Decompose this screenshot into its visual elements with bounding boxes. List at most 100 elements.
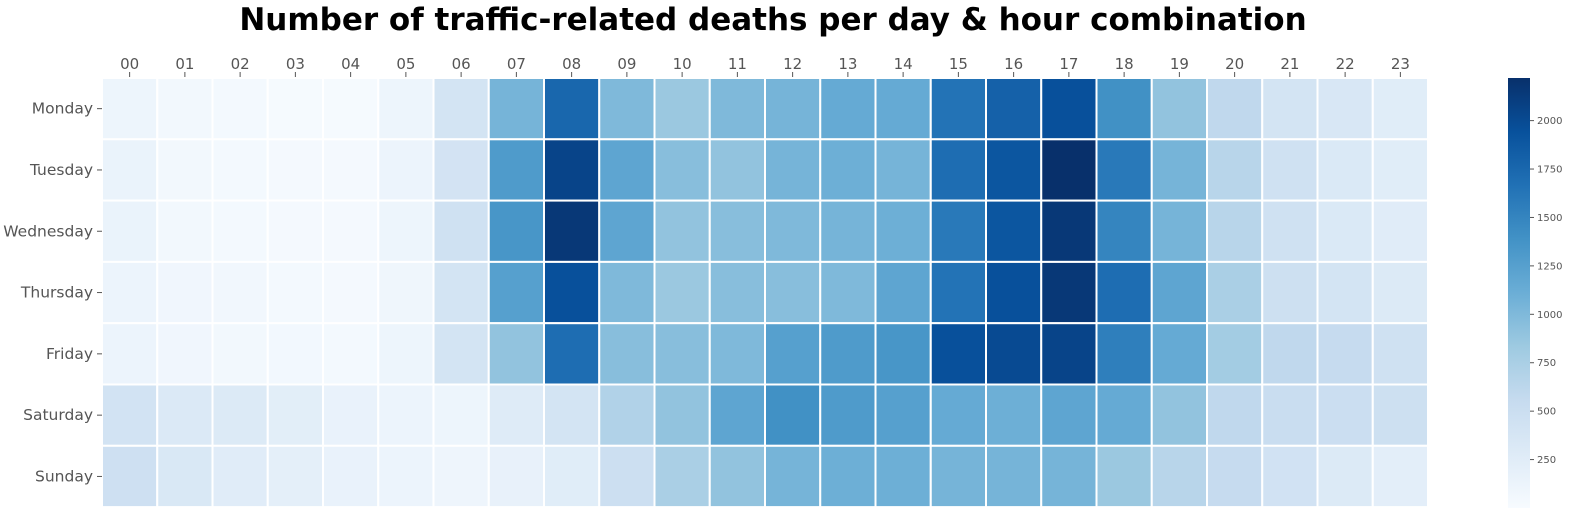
heatmap-cell-thursday-22 — [1316, 260, 1374, 325]
y-tick-label-wednesday: Wednesday — [3, 222, 93, 240]
heatmap-cell-tuesday-02 — [211, 138, 269, 202]
heatmap-cell-monday-07 — [487, 77, 545, 141]
colorbar-tick-label-2000: 2000 — [1537, 116, 1562, 127]
heatmap-cell-tuesday-19 — [1150, 138, 1208, 202]
x-tick-label-05: 05 — [396, 55, 415, 73]
heatmap-cell-tuesday-14 — [874, 138, 932, 202]
heatmap-cell-sunday-08 — [543, 444, 601, 509]
heatmap-cell-saturday-13 — [819, 383, 877, 447]
heatmap-cell-wednesday-21 — [1261, 199, 1319, 263]
heatmap-cell-friday-08 — [543, 322, 601, 386]
x-tick-label-02: 02 — [231, 55, 250, 73]
heatmap-cell-friday-03 — [266, 322, 324, 386]
heatmap-cell-monday-02 — [211, 77, 269, 141]
heatmap-cell-thursday-00 — [101, 260, 159, 325]
heatmap-cell-sunday-04 — [322, 444, 380, 509]
heatmap-cell-thursday-17 — [1040, 260, 1098, 325]
x-tick-label-19: 19 — [1170, 55, 1189, 73]
heatmap-cell-wednesday-10 — [653, 199, 711, 263]
heatmap-cell-friday-04 — [322, 322, 380, 386]
x-tick-label-10: 10 — [673, 55, 692, 73]
heatmap-cell-sunday-20 — [1206, 444, 1264, 509]
heatmap-cell-monday-20 — [1206, 77, 1264, 141]
heatmap-cell-tuesday-21 — [1261, 138, 1319, 202]
heatmap-cell-saturday-10 — [653, 383, 711, 447]
heatmap-cell-friday-17 — [1040, 322, 1098, 386]
heatmap-cell-saturday-15 — [929, 383, 987, 447]
heatmap-cell-monday-23 — [1371, 77, 1429, 141]
heatmap-cell-saturday-05 — [377, 383, 435, 447]
heatmap-cell-sunday-05 — [377, 444, 435, 509]
heatmap-cell-sunday-10 — [653, 444, 711, 509]
heatmap-cell-tuesday-12 — [764, 138, 822, 202]
heatmap-cell-wednesday-12 — [764, 199, 822, 263]
colorbar-tick-label-1250: 1250 — [1537, 261, 1562, 272]
heatmap-cell-friday-10 — [653, 322, 711, 386]
heatmap-cell-friday-16 — [985, 322, 1043, 386]
heatmap-cell-sunday-23 — [1371, 444, 1429, 509]
heatmap-cell-sunday-14 — [874, 444, 932, 509]
heatmap-cell-wednesday-07 — [487, 199, 545, 263]
heatmap-cell-monday-04 — [322, 77, 380, 141]
heatmap-cell-monday-12 — [764, 77, 822, 141]
heatmap-cell-thursday-19 — [1150, 260, 1208, 325]
heatmap-cell-sunday-19 — [1150, 444, 1208, 509]
heatmap-cell-saturday-20 — [1206, 383, 1264, 447]
heatmap-cell-saturday-21 — [1261, 383, 1319, 447]
heatmap-cell-thursday-16 — [985, 260, 1043, 325]
heatmap-cell-monday-01 — [156, 77, 214, 141]
heatmap-cell-sunday-12 — [764, 444, 822, 509]
heatmap-cell-friday-02 — [211, 322, 269, 386]
heatmap-cell-monday-15 — [929, 77, 987, 141]
heatmap-cell-saturday-04 — [322, 383, 380, 447]
heatmap-cell-tuesday-23 — [1371, 138, 1429, 202]
heatmap-cell-saturday-23 — [1371, 383, 1429, 447]
heatmap-cell-sunday-11 — [708, 444, 766, 509]
colorbar-tick-label-1750: 1750 — [1537, 165, 1562, 176]
x-tick-label-04: 04 — [341, 55, 360, 73]
heatmap-cell-sunday-15 — [929, 444, 987, 509]
colorbar-tick-label-500: 500 — [1537, 407, 1556, 418]
heatmap-cell-sunday-02 — [211, 444, 269, 509]
heatmap-cell-wednesday-17 — [1040, 199, 1098, 263]
heatmap-cell-saturday-16 — [985, 383, 1043, 447]
heatmap-cell-friday-12 — [764, 322, 822, 386]
heatmap-cell-saturday-12 — [764, 383, 822, 447]
x-tick-label-23: 23 — [1391, 55, 1410, 73]
x-tick-label-16: 16 — [1004, 55, 1023, 73]
heatmap-cell-tuesday-09 — [598, 138, 656, 202]
heatmap-cell-wednesday-02 — [211, 199, 269, 263]
heatmap-cell-thursday-20 — [1206, 260, 1264, 325]
y-tick-label-monday: Monday — [32, 100, 93, 118]
heatmap-cell-sunday-01 — [156, 444, 214, 509]
heatmap-cell-saturday-19 — [1150, 383, 1208, 447]
x-tick-label-13: 13 — [838, 55, 857, 73]
heatmap-cell-monday-05 — [377, 77, 435, 141]
heatmap-cell-wednesday-15 — [929, 199, 987, 263]
heatmap-cell-friday-23 — [1371, 322, 1429, 386]
x-tick-label-20: 20 — [1225, 55, 1244, 73]
heatmap-cell-wednesday-20 — [1206, 199, 1264, 263]
colorbar-tick-label-1500: 1500 — [1537, 213, 1562, 224]
heatmap-cell-friday-11 — [708, 322, 766, 386]
x-tick-label-06: 06 — [452, 55, 471, 73]
heatmap-cell-friday-13 — [819, 322, 877, 386]
heatmap-cell-wednesday-09 — [598, 199, 656, 263]
heatmap-cell-wednesday-19 — [1150, 199, 1208, 263]
x-tick-label-18: 18 — [1115, 55, 1134, 73]
heatmap-cell-thursday-08 — [543, 260, 601, 325]
x-tick-label-08: 08 — [562, 55, 581, 73]
heatmap-cell-thursday-10 — [653, 260, 711, 325]
heatmap-cell-sunday-17 — [1040, 444, 1098, 509]
heatmap-cell-monday-18 — [1095, 77, 1153, 141]
heatmap-cell-sunday-13 — [819, 444, 877, 509]
heatmap-cell-sunday-09 — [598, 444, 656, 509]
heatmap-cell-sunday-16 — [985, 444, 1043, 509]
heatmap-cell-sunday-21 — [1261, 444, 1319, 509]
x-tick-label-14: 14 — [894, 55, 913, 73]
heatmap-cell-wednesday-08 — [543, 199, 601, 263]
heatmap-cell-friday-09 — [598, 322, 656, 386]
heatmap-cell-friday-21 — [1261, 322, 1319, 386]
heatmap-cell-thursday-13 — [819, 260, 877, 325]
